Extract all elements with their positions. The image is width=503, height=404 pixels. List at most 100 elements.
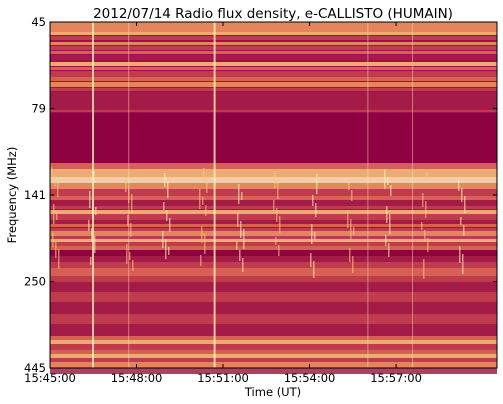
x-tick-label: 15:54:00 xyxy=(284,371,336,385)
emission-band xyxy=(50,51,497,54)
x-tick-label: 15:51:00 xyxy=(197,371,249,385)
burst-speckle xyxy=(353,227,355,235)
burst-speckle xyxy=(423,259,425,279)
bright-streak xyxy=(367,22,369,368)
burst-speckle xyxy=(165,239,167,259)
burst-speckle xyxy=(351,190,353,201)
emission-band xyxy=(50,282,497,292)
burst-speckle xyxy=(311,224,313,244)
burst-speckle xyxy=(352,256,354,273)
burst-speckle xyxy=(349,248,351,262)
burst-speckle xyxy=(202,197,204,205)
burst-speckle xyxy=(131,194,133,214)
burst-speckle xyxy=(384,169,386,189)
bright-streak xyxy=(92,22,95,368)
emission-band xyxy=(50,262,497,268)
burst-speckle xyxy=(237,213,239,227)
emission-band xyxy=(50,236,497,239)
burst-speckle xyxy=(276,208,278,222)
burst-speckle xyxy=(461,188,463,202)
burst-speckle xyxy=(55,241,57,258)
emission-band xyxy=(50,183,497,189)
burst-speckle xyxy=(310,253,312,267)
burst-speckle xyxy=(243,229,245,249)
burst-speckle xyxy=(316,174,318,194)
emission-band xyxy=(50,358,497,362)
burst-speckle xyxy=(89,191,91,208)
burst-speckle xyxy=(204,234,206,254)
burst-speckle xyxy=(162,231,164,248)
burst-speckle xyxy=(386,206,388,223)
emission-band xyxy=(50,246,497,250)
burst-speckle xyxy=(167,181,169,198)
burst-speckle xyxy=(88,220,90,231)
burst-speckle xyxy=(203,168,205,182)
burst-speckle xyxy=(347,211,349,228)
burst-speckle xyxy=(54,175,56,186)
burst-speckle xyxy=(387,177,389,185)
emission-band xyxy=(50,354,497,358)
bright-streak xyxy=(213,22,216,368)
burst-speckle xyxy=(92,199,94,219)
burst-speckle xyxy=(56,212,58,220)
burst-speckle xyxy=(51,167,53,175)
emission-band xyxy=(50,220,497,224)
x-axis-label: Time (UT) xyxy=(244,385,301,399)
y-tick-label: 45 xyxy=(31,15,46,29)
burst-speckle xyxy=(277,179,279,199)
burst-speckle xyxy=(166,210,168,221)
burst-speckle xyxy=(236,242,238,250)
burst-speckle xyxy=(53,204,55,224)
emission-band xyxy=(50,110,497,112)
burst-speckle xyxy=(460,217,462,225)
burst-speckle xyxy=(241,192,243,200)
chart-title: 2012/07/14 Radio flux density, e-CALLIST… xyxy=(93,6,453,22)
burst-speckle xyxy=(313,261,315,278)
bright-streak xyxy=(412,22,414,368)
burst-speckle xyxy=(459,246,461,263)
burst-speckle xyxy=(199,189,201,209)
burst-speckle xyxy=(205,205,207,216)
emission-band xyxy=(50,214,497,220)
burst-speckle xyxy=(278,245,280,256)
emission-band xyxy=(50,228,497,231)
emission-band xyxy=(50,210,497,214)
emission-band xyxy=(50,82,497,87)
emission-band xyxy=(50,314,497,324)
emission-band xyxy=(50,67,497,70)
emission-band xyxy=(50,239,497,242)
burst-speckle xyxy=(128,186,130,203)
burst-speckle xyxy=(385,235,387,246)
y-axis-label: Frequency (MHz) xyxy=(5,147,19,244)
plot-area xyxy=(49,21,498,374)
emission-band xyxy=(50,169,497,177)
burst-speckle xyxy=(127,215,129,226)
burst-speckle xyxy=(58,249,60,269)
emission-band xyxy=(50,77,497,81)
burst-speckle xyxy=(279,216,281,233)
burst-speckle xyxy=(129,252,131,260)
emission-band xyxy=(50,71,497,77)
y-tick-label: 141 xyxy=(24,188,46,202)
burst-speckle xyxy=(462,254,464,274)
emission-band xyxy=(50,292,497,302)
burst-speckle xyxy=(164,173,166,187)
emission-band xyxy=(50,177,497,183)
emission-band xyxy=(50,62,497,66)
burst-speckle xyxy=(421,222,423,230)
burst-speckle xyxy=(390,185,392,196)
burst-speckle xyxy=(275,237,277,245)
burst-speckle xyxy=(132,260,134,271)
emission-band xyxy=(50,340,497,344)
burst-speckle xyxy=(348,182,350,190)
burst-speckle xyxy=(52,233,54,247)
burst-speckle xyxy=(201,226,203,243)
x-tick-label: 15:45:00 xyxy=(24,371,76,385)
burst-speckle xyxy=(91,228,93,242)
burst-speckle xyxy=(240,221,242,238)
burst-speckle xyxy=(464,196,466,213)
emission-band xyxy=(50,32,497,35)
emission-band xyxy=(50,163,497,169)
emission-band xyxy=(50,36,497,40)
